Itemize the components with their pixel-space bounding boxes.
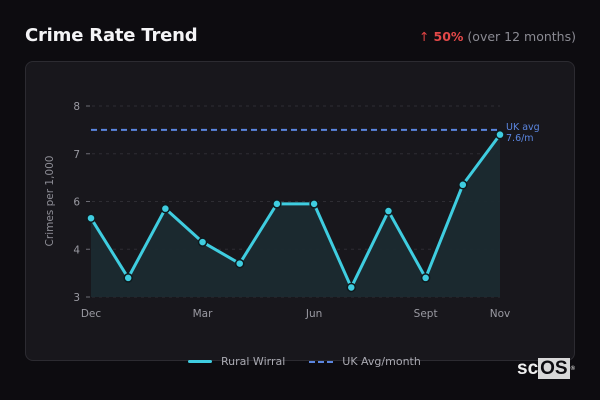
svg-text:Nov: Nov — [490, 308, 511, 320]
svg-text:Dec: Dec — [81, 308, 102, 320]
dashed-line-swatch-icon — [309, 360, 334, 363]
svg-text:Sept: Sept — [414, 308, 438, 320]
data-points — [86, 129, 505, 293]
svg-text:7: 7 — [73, 149, 80, 161]
data-point[interactable] — [160, 203, 171, 214]
legend-label: Rural Wirral — [221, 355, 286, 368]
y-axis-label: Crimes per 1,000 — [44, 156, 56, 247]
svg-text:Jun: Jun — [305, 308, 322, 320]
trend-summary: ↑ 50% (over 12 months) — [419, 29, 576, 44]
uk-average-annotation-value: 7.6/m — [506, 133, 534, 144]
solid-line-swatch-icon — [188, 360, 212, 363]
legend-item-uk-average[interactable]: UK Avg/month — [309, 355, 421, 368]
data-point[interactable] — [86, 213, 96, 223]
trend-percentage: 50% — [433, 29, 464, 44]
data-point[interactable] — [383, 206, 394, 216]
svg-text:Mar: Mar — [193, 308, 213, 320]
data-point[interactable] — [234, 258, 245, 269]
legend-item-rural-wirral[interactable]: Rural Wirral — [188, 355, 285, 368]
logo-boxed-text: OS — [538, 358, 570, 379]
y-axis: 3 4 6 7 8 — [73, 101, 90, 304]
svg-text:3: 3 — [73, 292, 80, 304]
uk-average-annotation: UK avg — [506, 122, 540, 133]
svg-text:8: 8 — [73, 101, 80, 113]
data-point[interactable] — [346, 282, 357, 293]
data-point[interactable] — [123, 273, 133, 283]
logo-text: sc — [517, 358, 539, 379]
x-axis: Dec Mar Jun Sept Nov — [81, 308, 510, 320]
data-point[interactable] — [309, 199, 319, 209]
data-point[interactable] — [272, 199, 282, 209]
data-point[interactable] — [458, 180, 468, 190]
chart-legend: Rural Wirral UK Avg/month — [188, 355, 421, 368]
registered-mark: ® — [570, 366, 576, 372]
svg-text:6: 6 — [73, 197, 80, 209]
data-point[interactable] — [495, 129, 505, 140]
scos-logo: sc OS ® — [517, 358, 576, 379]
trend-period: (over 12 months) — [467, 29, 576, 44]
series-line-rural-wirral — [89, 133, 502, 289]
data-point[interactable] — [197, 237, 208, 247]
series-area-fill — [91, 134, 500, 297]
legend-label: UK Avg/month — [342, 355, 421, 368]
data-point[interactable] — [420, 273, 431, 283]
svg-text:4: 4 — [73, 244, 80, 256]
page-title: Crime Rate Trend — [25, 25, 198, 46]
up-arrow-icon: ↑ — [419, 29, 430, 44]
